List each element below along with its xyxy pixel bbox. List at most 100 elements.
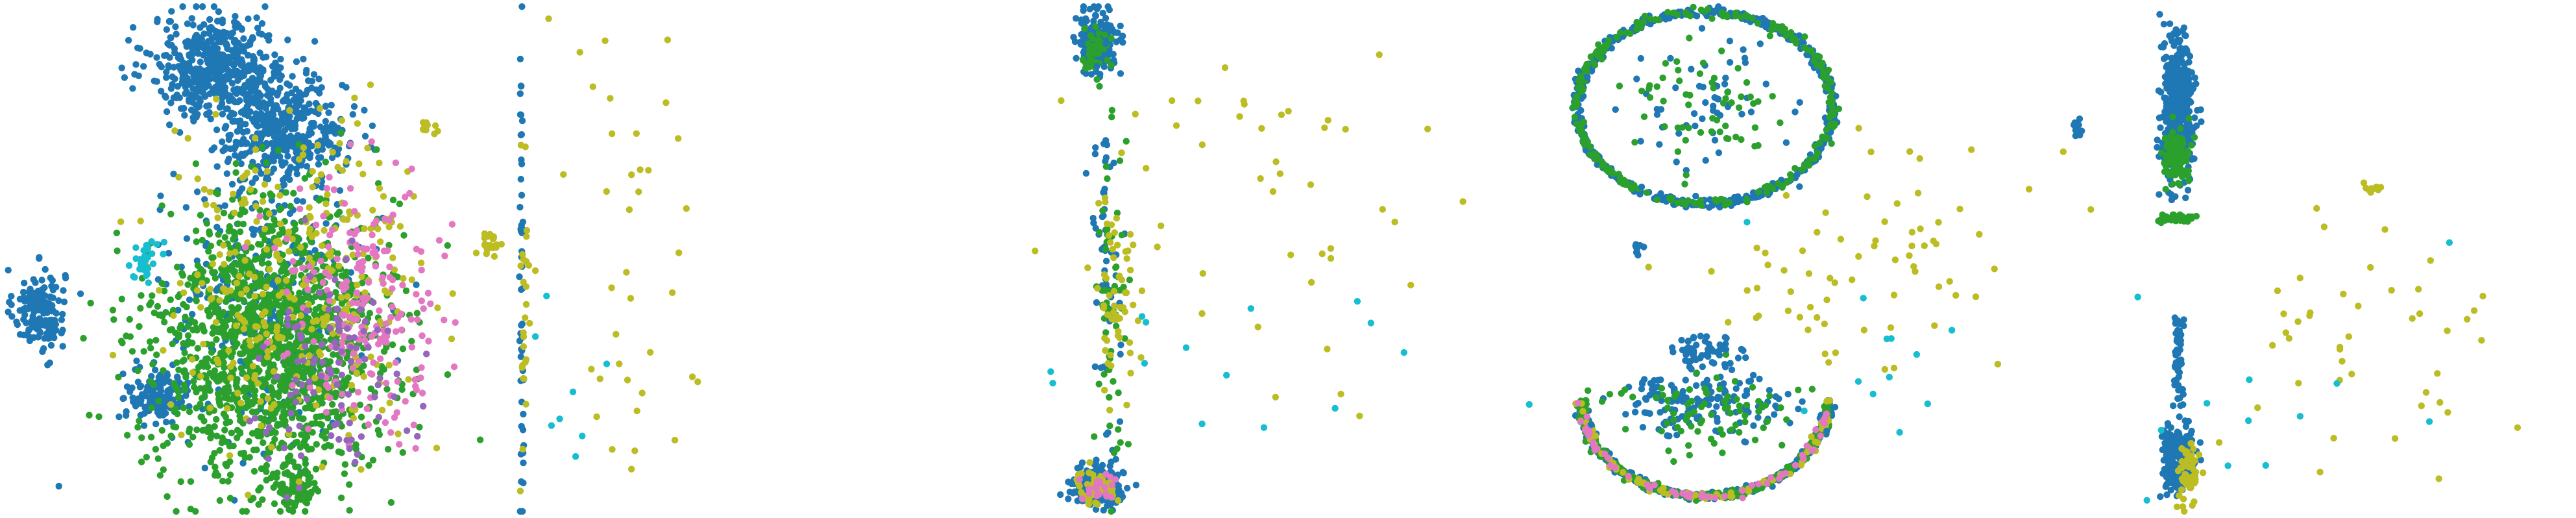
scatter-point — [389, 254, 396, 262]
scatter-point — [179, 272, 186, 279]
scatter-point — [225, 478, 232, 485]
scatter-point — [278, 158, 285, 166]
scatter-point — [560, 171, 567, 178]
scatter-point — [520, 333, 528, 340]
scatter-point — [197, 401, 204, 408]
scatter-point — [198, 413, 205, 421]
scatter-point — [206, 404, 213, 412]
scatter-point — [1117, 351, 1124, 358]
scatter-point — [472, 249, 480, 256]
scatter-point — [322, 381, 330, 388]
scatter-point — [45, 335, 52, 342]
scatter-point — [312, 485, 319, 493]
scatter-point — [399, 282, 406, 289]
scatter-point — [189, 51, 196, 58]
scatter-point — [319, 140, 326, 148]
scatter-point — [158, 426, 165, 434]
scatter-point — [228, 80, 236, 87]
scatter-point — [410, 421, 417, 428]
scatter-point — [383, 339, 390, 346]
scatter-point — [1379, 206, 1386, 213]
scatter-point — [261, 80, 269, 88]
scatter-point — [284, 153, 291, 160]
scatter-point — [384, 327, 391, 334]
scatter-point — [221, 202, 228, 209]
scatter-point — [338, 371, 345, 378]
scatter-point — [265, 260, 272, 267]
scatter-point — [167, 210, 175, 217]
scatter-point — [226, 113, 234, 121]
scatter-point — [391, 393, 398, 401]
scatter-point — [201, 464, 208, 472]
scatter-point — [476, 436, 484, 443]
scatter-point — [239, 317, 247, 324]
scatter-point — [132, 402, 140, 410]
scatter-point — [387, 429, 395, 436]
scatter-point — [167, 401, 175, 408]
scatter-point — [316, 105, 324, 112]
scatter-point — [214, 214, 221, 221]
scatter-point — [346, 185, 354, 192]
scatter-point — [200, 31, 208, 38]
scatter-point — [312, 221, 320, 228]
scatter-point — [284, 36, 291, 43]
scatter-point — [192, 160, 200, 167]
scatter-point — [260, 343, 267, 351]
scatter-point — [319, 432, 326, 439]
scatter-point — [272, 473, 279, 481]
scatter-panel-2 — [516, 3, 701, 515]
scatter-point — [240, 47, 248, 55]
scatter-point — [1142, 319, 1150, 326]
scatter-point — [129, 85, 136, 92]
scatter-point — [326, 273, 333, 280]
scatter-point — [21, 311, 29, 319]
scatter-point — [531, 267, 539, 275]
scatter-point — [350, 103, 358, 110]
scatter-point — [1258, 125, 1265, 132]
scatter-point — [257, 484, 264, 491]
scatter-point — [263, 127, 271, 134]
scatter-point — [1108, 362, 1115, 369]
scatter-point — [171, 382, 178, 390]
scatter-point — [1126, 349, 1134, 356]
scatter-point — [349, 111, 356, 118]
scatter-point — [113, 229, 121, 236]
scatter-point — [149, 260, 157, 267]
scatter-point — [265, 32, 273, 39]
scatter-point — [228, 180, 236, 188]
scatter-point — [348, 237, 356, 244]
scatter-point — [308, 325, 315, 333]
scatter-point — [136, 45, 143, 52]
scatter-point — [420, 119, 427, 126]
scatter-point — [335, 436, 343, 443]
scatter-point — [215, 8, 223, 16]
scatter-point — [253, 446, 260, 454]
scatter-point — [356, 401, 364, 408]
scatter-point — [523, 233, 530, 240]
scatter-point — [307, 273, 314, 280]
scatter-point — [258, 422, 265, 430]
scatter-point — [361, 317, 369, 325]
scatter-point — [420, 305, 427, 312]
scatter-point — [316, 90, 323, 97]
scatter-point — [158, 88, 165, 95]
scatter-point — [1101, 186, 1108, 193]
scatter-point — [299, 133, 306, 140]
scatter-point — [1198, 310, 1206, 317]
scatter-point — [118, 295, 125, 302]
scatter-point — [1278, 111, 1285, 118]
scatter-point — [418, 297, 425, 304]
scatter-point — [193, 188, 201, 195]
scatter-point — [189, 85, 197, 92]
scatter-point — [387, 499, 395, 506]
scatter-point — [601, 37, 609, 44]
scatter-point — [491, 253, 498, 260]
scatter-point — [369, 206, 376, 214]
scatter-point — [337, 494, 345, 502]
scatter-point — [149, 390, 156, 398]
scatter-point — [219, 110, 226, 117]
scatter-point — [187, 65, 194, 72]
scatter-point — [400, 275, 407, 282]
scatter-point — [236, 273, 243, 280]
scatter-point — [326, 291, 334, 299]
